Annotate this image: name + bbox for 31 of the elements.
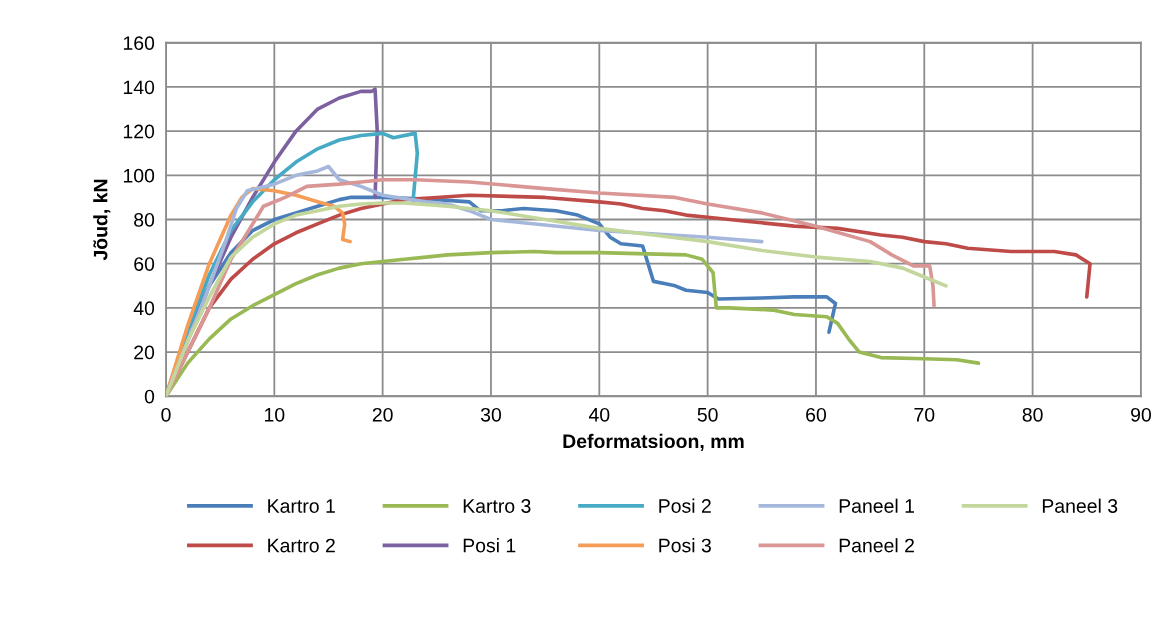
x-tick-label: 40 bbox=[588, 407, 610, 422]
x-tick-label: 30 bbox=[480, 407, 502, 422]
y-tick-label: 40 bbox=[133, 301, 155, 316]
y-tick-label: 140 bbox=[123, 80, 155, 95]
y-tick-label: 100 bbox=[123, 168, 155, 183]
legend-label: Kartro 2 bbox=[268, 538, 335, 553]
y-tick-label: 120 bbox=[123, 124, 155, 139]
y-tick-label: 20 bbox=[134, 345, 155, 360]
legend-label: Paneel 1 bbox=[839, 498, 914, 513]
legend-label: Paneel 2 bbox=[839, 538, 914, 553]
legend-label: Kartro 1 bbox=[268, 499, 335, 513]
legend-label: Paneel 3 bbox=[1042, 498, 1118, 513]
y-tick-label: 160 bbox=[123, 36, 155, 51]
legend-label: Posi 1 bbox=[463, 538, 516, 553]
legend-label: Kartro 3 bbox=[463, 499, 531, 513]
y-tick-label: 60 bbox=[134, 257, 155, 271]
y-axis-title: Jõud, kN bbox=[93, 179, 111, 261]
legend-label: Posi 2 bbox=[659, 498, 711, 513]
x-tick-label: 90 bbox=[1131, 407, 1151, 422]
x-tick-label: 20 bbox=[372, 407, 393, 422]
x-tick-label: 10 bbox=[265, 407, 285, 422]
y-tick-label: 80 bbox=[134, 212, 155, 227]
x-tick-label: 80 bbox=[1022, 407, 1043, 422]
x-tick-label: 60 bbox=[806, 407, 827, 422]
x-tick-label: 70 bbox=[914, 407, 935, 422]
legend-label: Posi 3 bbox=[659, 538, 711, 553]
y-tick-label: 0 bbox=[144, 389, 155, 404]
line-series bbox=[166, 249, 981, 397]
x-tick-label: 0 bbox=[161, 407, 171, 422]
x-tick-label: 50 bbox=[697, 407, 718, 422]
x-axis-title: Deformatsioon, mm bbox=[563, 433, 744, 451]
